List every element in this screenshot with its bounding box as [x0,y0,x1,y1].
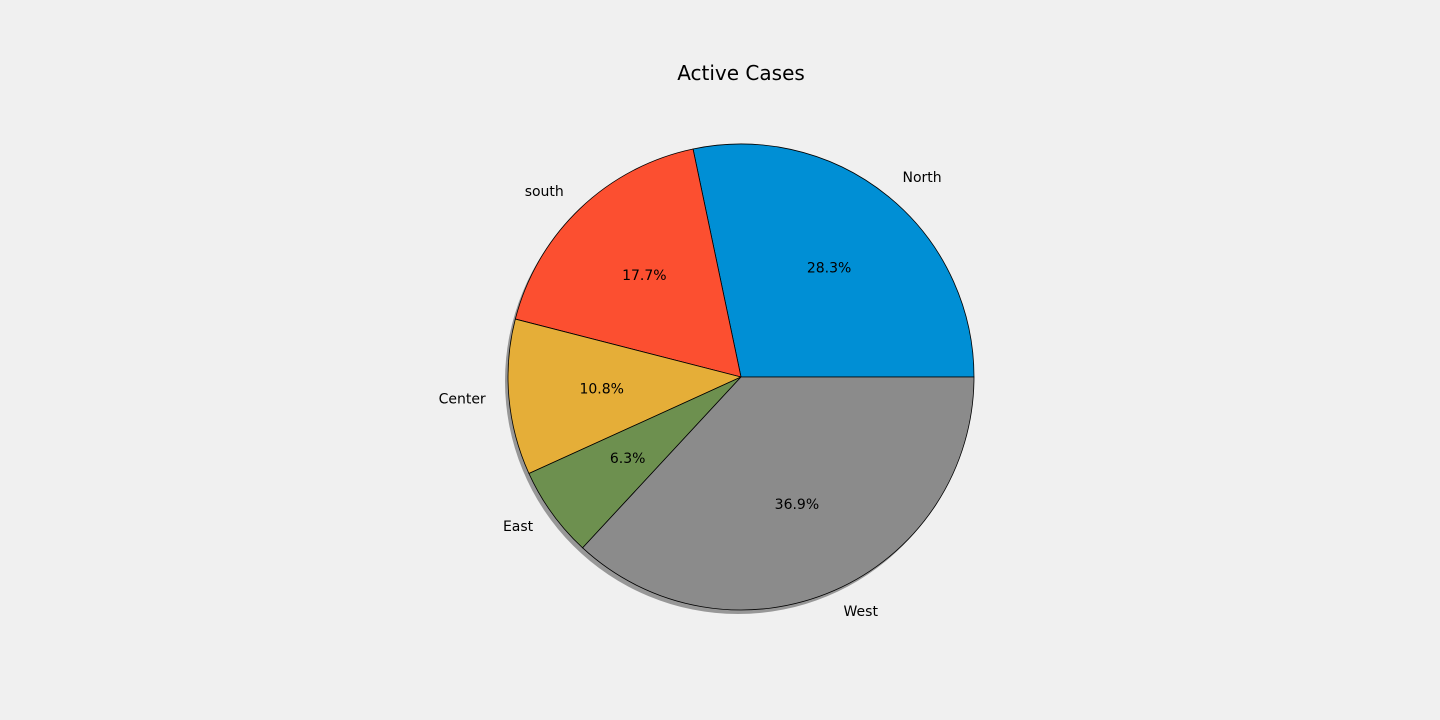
pct-label-center: 10.8% [579,381,623,397]
pie-slice-west [582,376,975,611]
pct-label-west: 36.9% [775,497,819,513]
slice-label-west: West [844,604,879,620]
slice-label-north: North [903,170,942,186]
pct-label-south: 17.7% [622,268,666,284]
slice-label-center: Center [439,392,486,408]
pct-label-east: 6.3% [610,451,646,467]
chart-title: Active Cases [677,61,805,85]
pie-slices [507,143,975,611]
pie-slice-center [507,318,742,474]
pct-label-north: 28.3% [807,260,851,276]
pie-slice-south [514,148,742,378]
pie-slice-north [692,143,975,378]
slice-label-east: East [503,519,534,535]
slice-label-south: south [525,184,564,200]
pie-labels: North 28.3% south 17.7% Center 10.8% East 6.3% W… [439,170,942,620]
